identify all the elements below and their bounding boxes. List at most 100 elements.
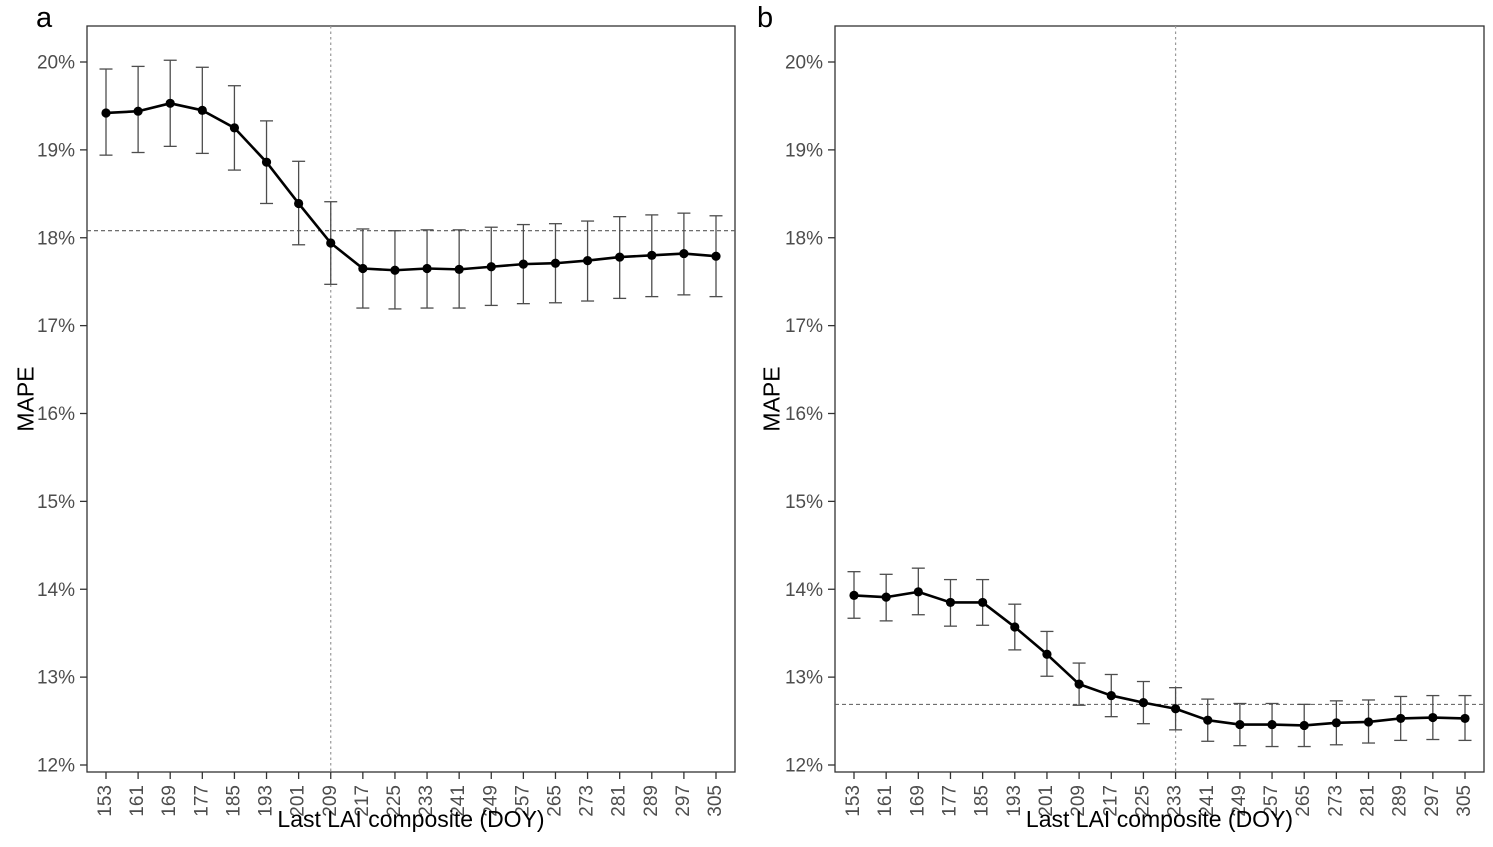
x-tick-label: 169: [907, 785, 928, 817]
data-point: [518, 259, 528, 269]
y-tick-label: 14%: [37, 580, 75, 601]
data-point: [913, 587, 923, 597]
y-tick-label: 18%: [785, 228, 823, 249]
x-tick-label: 281: [1358, 785, 1379, 817]
x-tick-label: 297: [1422, 785, 1443, 817]
y-tick-label: 20%: [37, 53, 75, 74]
data-point: [978, 597, 988, 608]
panel-a-letter: a: [36, 2, 53, 34]
data-point: [294, 198, 304, 209]
series-line: [105, 102, 717, 272]
x-tick-label: 289: [641, 785, 662, 817]
x-tick-label: 169: [159, 785, 180, 817]
data-point: [390, 265, 400, 275]
data-point: [1074, 679, 1084, 689]
x-tick-label: 241: [1197, 785, 1218, 817]
x-tick-label: 233: [1165, 785, 1186, 817]
data-point: [486, 262, 496, 272]
data-point: [615, 252, 625, 262]
data-points: [849, 587, 1470, 731]
error-bars: [847, 567, 1472, 748]
x-tick-label: 217: [1100, 785, 1121, 817]
data-point: [229, 123, 240, 133]
x-tick-label: 265: [1293, 785, 1314, 817]
x-tick-label: 265: [544, 785, 565, 817]
data-point: [582, 255, 593, 266]
x-tick-label: 201: [1036, 785, 1057, 817]
data-point: [1331, 718, 1341, 728]
x-tick-label: 185: [223, 785, 244, 817]
x-tick-label: 177: [939, 785, 960, 817]
y-tick-label: 19%: [37, 140, 75, 161]
y-axis: 12% 13% 14% 15% 16% 17% 18% 19% 20%: [37, 53, 87, 777]
data-point: [647, 250, 657, 260]
panel-a: a MAPE 153 161 169 177 185 193 201 209 217 225 233…: [0, 0, 746, 847]
x-tick-label: 273: [577, 785, 598, 817]
data-point: [101, 108, 111, 118]
x-tick-label: 217: [352, 785, 373, 817]
data-point: [1396, 713, 1406, 724]
y-tick-label: 13%: [37, 668, 75, 689]
data-points: [101, 98, 721, 275]
panel-border: [86, 25, 736, 773]
reference-lines: [87, 26, 735, 772]
data-point: [1428, 712, 1438, 723]
y-tick-label: 17%: [785, 316, 823, 337]
y-tick-label: 16%: [37, 404, 75, 425]
x-tick-label: 305: [705, 785, 726, 817]
panel-b: b MAPE 153 161 169 177 185 193 201 209 217 225 233…: [746, 0, 1493, 847]
data-point: [454, 264, 464, 274]
data-point: [849, 590, 859, 601]
x-tick-label: 153: [843, 785, 864, 817]
y-tick-label: 19%: [785, 140, 823, 161]
data-point: [326, 238, 336, 248]
data-point: [1363, 717, 1374, 727]
panel-b-x-axis-title: Last LAI composite (DOY): [1025, 806, 1294, 832]
error-bars: [99, 59, 723, 310]
x-tick-label: 233: [416, 785, 437, 817]
x-tick-label: 273: [1325, 785, 1346, 817]
y-tick-label: 14%: [785, 580, 823, 601]
data-point: [1460, 713, 1470, 724]
y-axis: 12% 13% 14% 15% 16% 17% 18% 19% 20%: [785, 53, 835, 777]
data-point: [1235, 719, 1245, 730]
x-tick-label: 257: [512, 785, 533, 817]
data-point: [165, 98, 175, 108]
x-tick-label: 185: [972, 785, 993, 817]
data-point: [1170, 704, 1181, 714]
x-tick-label: 249: [1229, 785, 1250, 817]
x-tick-label: 225: [384, 785, 405, 817]
panel-b-chart: 153 161 169 177 185 193 201 209 217 225 233 241 249 2…: [785, 25, 1485, 817]
x-tick-label: 297: [673, 785, 694, 817]
x-tick-label: 161: [127, 785, 148, 817]
y-tick-label: 15%: [785, 492, 823, 513]
data-point: [261, 157, 272, 167]
x-tick-label: 257: [1261, 785, 1282, 817]
panel-border: [834, 25, 1485, 773]
y-tick-label: 18%: [37, 228, 75, 249]
x-tick-label: 193: [256, 785, 277, 817]
x-tick-label: 177: [191, 785, 212, 817]
x-axis: 153 161 169 177 185 193 201 209 217 225 233 241 249 2…: [843, 772, 1475, 817]
x-tick-label: 289: [1390, 785, 1411, 817]
data-point: [550, 258, 561, 268]
y-tick-label: 17%: [37, 316, 75, 337]
y-tick-label: 16%: [785, 404, 823, 425]
data-point: [945, 597, 956, 608]
data-point: [358, 263, 368, 274]
data-point: [1042, 649, 1052, 659]
data-point: [711, 251, 721, 261]
data-point: [679, 248, 689, 259]
panel-b-letter: b: [757, 2, 774, 34]
x-tick-label: 305: [1454, 785, 1475, 817]
x-tick-label: 225: [1132, 785, 1153, 817]
data-point: [197, 105, 207, 115]
y-tick-label: 12%: [785, 756, 823, 777]
x-tick-label: 249: [480, 785, 501, 817]
x-tick-label: 281: [609, 785, 630, 817]
x-tick-label: 201: [288, 785, 309, 817]
panel-a-x-axis-title: Last LAI composite (DOY): [277, 806, 545, 832]
x-tick-label: 241: [448, 785, 469, 817]
data-point: [881, 592, 891, 602]
